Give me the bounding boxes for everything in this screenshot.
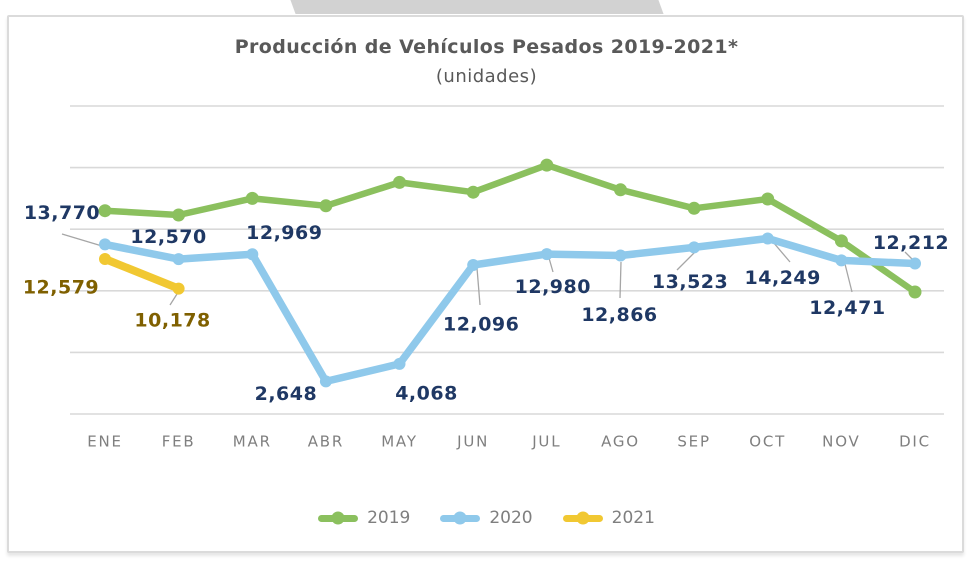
data-point-2020 <box>540 248 553 261</box>
data-point-2019 <box>172 208 186 222</box>
leader-line <box>169 293 178 306</box>
data-label-2020: 12,570 <box>130 226 206 248</box>
x-axis-label: MAR <box>233 432 272 450</box>
data-point-2021 <box>172 282 185 295</box>
x-axis-label: NOV <box>822 432 860 450</box>
legend-label: 2021 <box>611 508 655 528</box>
data-point-2019 <box>761 192 775 206</box>
data-point-2019 <box>834 234 848 248</box>
data-label-2020: 12,980 <box>515 276 591 298</box>
x-axis-label: JUN <box>456 432 489 450</box>
data-point-2019 <box>245 191 259 205</box>
data-point-2020 <box>835 254 848 267</box>
data-point-2020 <box>246 248 259 261</box>
data-label-2020: 12,471 <box>809 297 885 319</box>
data-point-2019 <box>98 204 112 218</box>
chart-subtitle: (unidades) <box>435 66 538 87</box>
x-axis-label: MAY <box>381 432 418 450</box>
leader-line <box>904 251 913 260</box>
leader-line <box>772 241 791 263</box>
data-point-2020 <box>467 259 480 271</box>
series-line-2020 <box>101 234 919 386</box>
data-label-2021: 10,178 <box>134 309 210 331</box>
data-point-2019 <box>908 285 922 299</box>
legend-item-2019: 2019 <box>318 508 410 528</box>
data-point-2019 <box>614 183 627 197</box>
data-label-2020: 2,648 <box>255 383 318 405</box>
x-axis-label: ABR <box>308 432 344 450</box>
data-label-2020: 13,770 <box>24 202 100 224</box>
data-point-2020 <box>319 375 332 388</box>
data-point-2021 <box>99 253 111 265</box>
leader-line <box>476 267 481 306</box>
data-point-2020 <box>688 241 701 254</box>
data-point-2019 <box>466 185 480 199</box>
data-label-2021: 12,579 <box>23 277 99 299</box>
x-axis-label: DIC <box>899 432 931 450</box>
x-axis-label: FEB <box>162 432 196 450</box>
x-axis-label: ENE <box>87 432 123 450</box>
data-label-2020: 12,096 <box>443 314 519 336</box>
legend-label: 2020 <box>489 508 533 528</box>
data-label-2020: 12,969 <box>246 222 322 244</box>
data-label-2020: 12,212 <box>873 232 949 254</box>
data-point-2020 <box>99 238 111 251</box>
series-line-2019 <box>101 161 919 296</box>
data-point-2020 <box>393 357 406 370</box>
data-point-2020 <box>614 249 627 262</box>
chart-legend: 2019 2020 2021 <box>0 508 973 528</box>
x-axis-label: OCT <box>749 432 786 450</box>
leader-line <box>61 233 103 247</box>
data-point-2020 <box>909 257 921 270</box>
legend-marker-2021-icon <box>562 511 603 525</box>
data-point-2020 <box>761 232 774 245</box>
data-point-2019 <box>687 201 701 215</box>
leader-line <box>619 261 622 299</box>
legend-item-2020: 2020 <box>440 508 533 528</box>
data-label-2020: 14,249 <box>745 267 821 289</box>
x-axis-label: JUL <box>531 432 561 450</box>
x-axis-label: SEP <box>677 432 710 450</box>
data-label-2020: 4,068 <box>395 383 458 405</box>
data-point-2019 <box>540 158 554 172</box>
leader-line <box>844 263 853 293</box>
legend-item-2021: 2021 <box>562 508 655 528</box>
leader-line <box>548 257 554 273</box>
legend-label: 2019 <box>367 508 411 528</box>
legend-marker-2020-icon <box>440 511 481 525</box>
x-axis-label: AGO <box>601 432 640 450</box>
data-point-2019 <box>393 175 406 189</box>
data-label-2020: 12,866 <box>581 304 657 326</box>
series-line-2021 <box>101 255 183 293</box>
data-label-2020: 13,523 <box>652 271 728 293</box>
chart-title: Producción de Vehículos Pesados 2019-202… <box>234 36 739 58</box>
data-point-2020 <box>172 253 185 266</box>
leader-line <box>676 251 696 271</box>
data-point-2019 <box>319 199 333 213</box>
legend-marker-2019-icon <box>318 511 359 525</box>
